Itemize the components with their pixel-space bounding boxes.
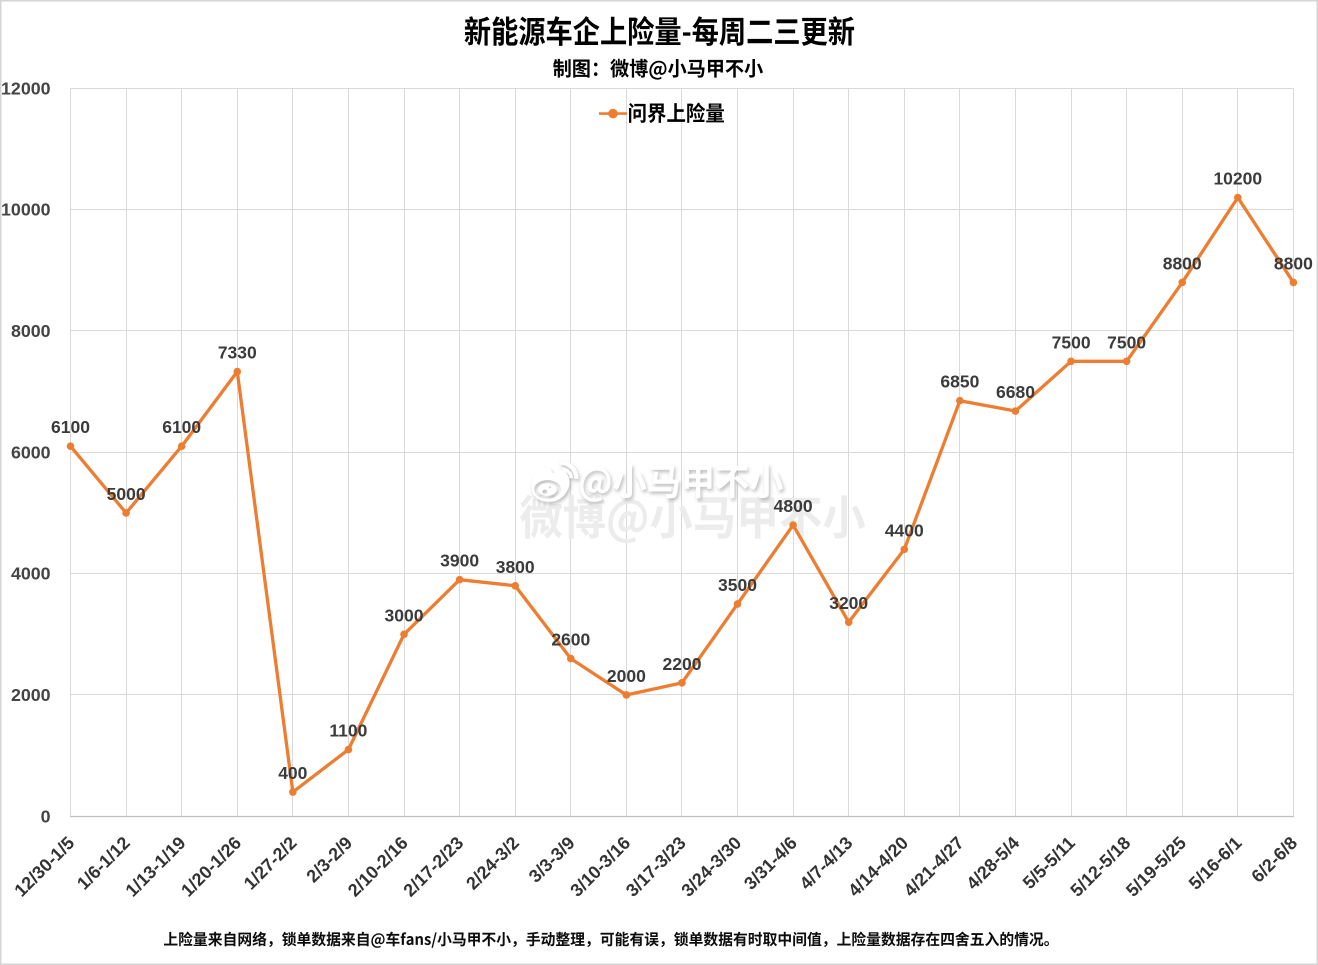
svg-text:4000: 4000: [11, 564, 51, 584]
svg-text:8000: 8000: [11, 321, 51, 341]
svg-text:4800: 4800: [774, 496, 813, 516]
svg-text:7500: 7500: [1052, 332, 1091, 352]
svg-text:4400: 4400: [885, 520, 924, 540]
svg-text:400: 400: [278, 763, 307, 783]
svg-text:2200: 2200: [663, 654, 702, 674]
svg-text:6100: 6100: [51, 417, 90, 437]
svg-text:6100: 6100: [162, 417, 201, 437]
svg-text:8800: 8800: [1163, 253, 1202, 273]
svg-text:10000: 10000: [1, 200, 51, 220]
svg-text:6850: 6850: [940, 372, 979, 392]
svg-text:0: 0: [41, 806, 51, 826]
svg-text:8800: 8800: [1274, 253, 1313, 273]
svg-text:6680: 6680: [996, 382, 1035, 402]
svg-text:1100: 1100: [329, 721, 367, 741]
svg-text:3800: 3800: [496, 557, 535, 577]
svg-text:2000: 2000: [11, 685, 51, 705]
svg-text:6000: 6000: [11, 442, 51, 462]
svg-text:7500: 7500: [1107, 332, 1146, 352]
svg-text:3200: 3200: [829, 593, 868, 613]
svg-text:12000: 12000: [1, 78, 51, 98]
svg-text:3500: 3500: [718, 575, 757, 595]
svg-text:3000: 3000: [385, 605, 424, 625]
svg-text:7330: 7330: [218, 343, 257, 363]
svg-text:10200: 10200: [1213, 169, 1262, 189]
svg-text:2000: 2000: [607, 666, 646, 686]
svg-text:3900: 3900: [440, 551, 479, 571]
svg-text:5000: 5000: [107, 484, 146, 504]
svg-text:2600: 2600: [551, 630, 590, 650]
